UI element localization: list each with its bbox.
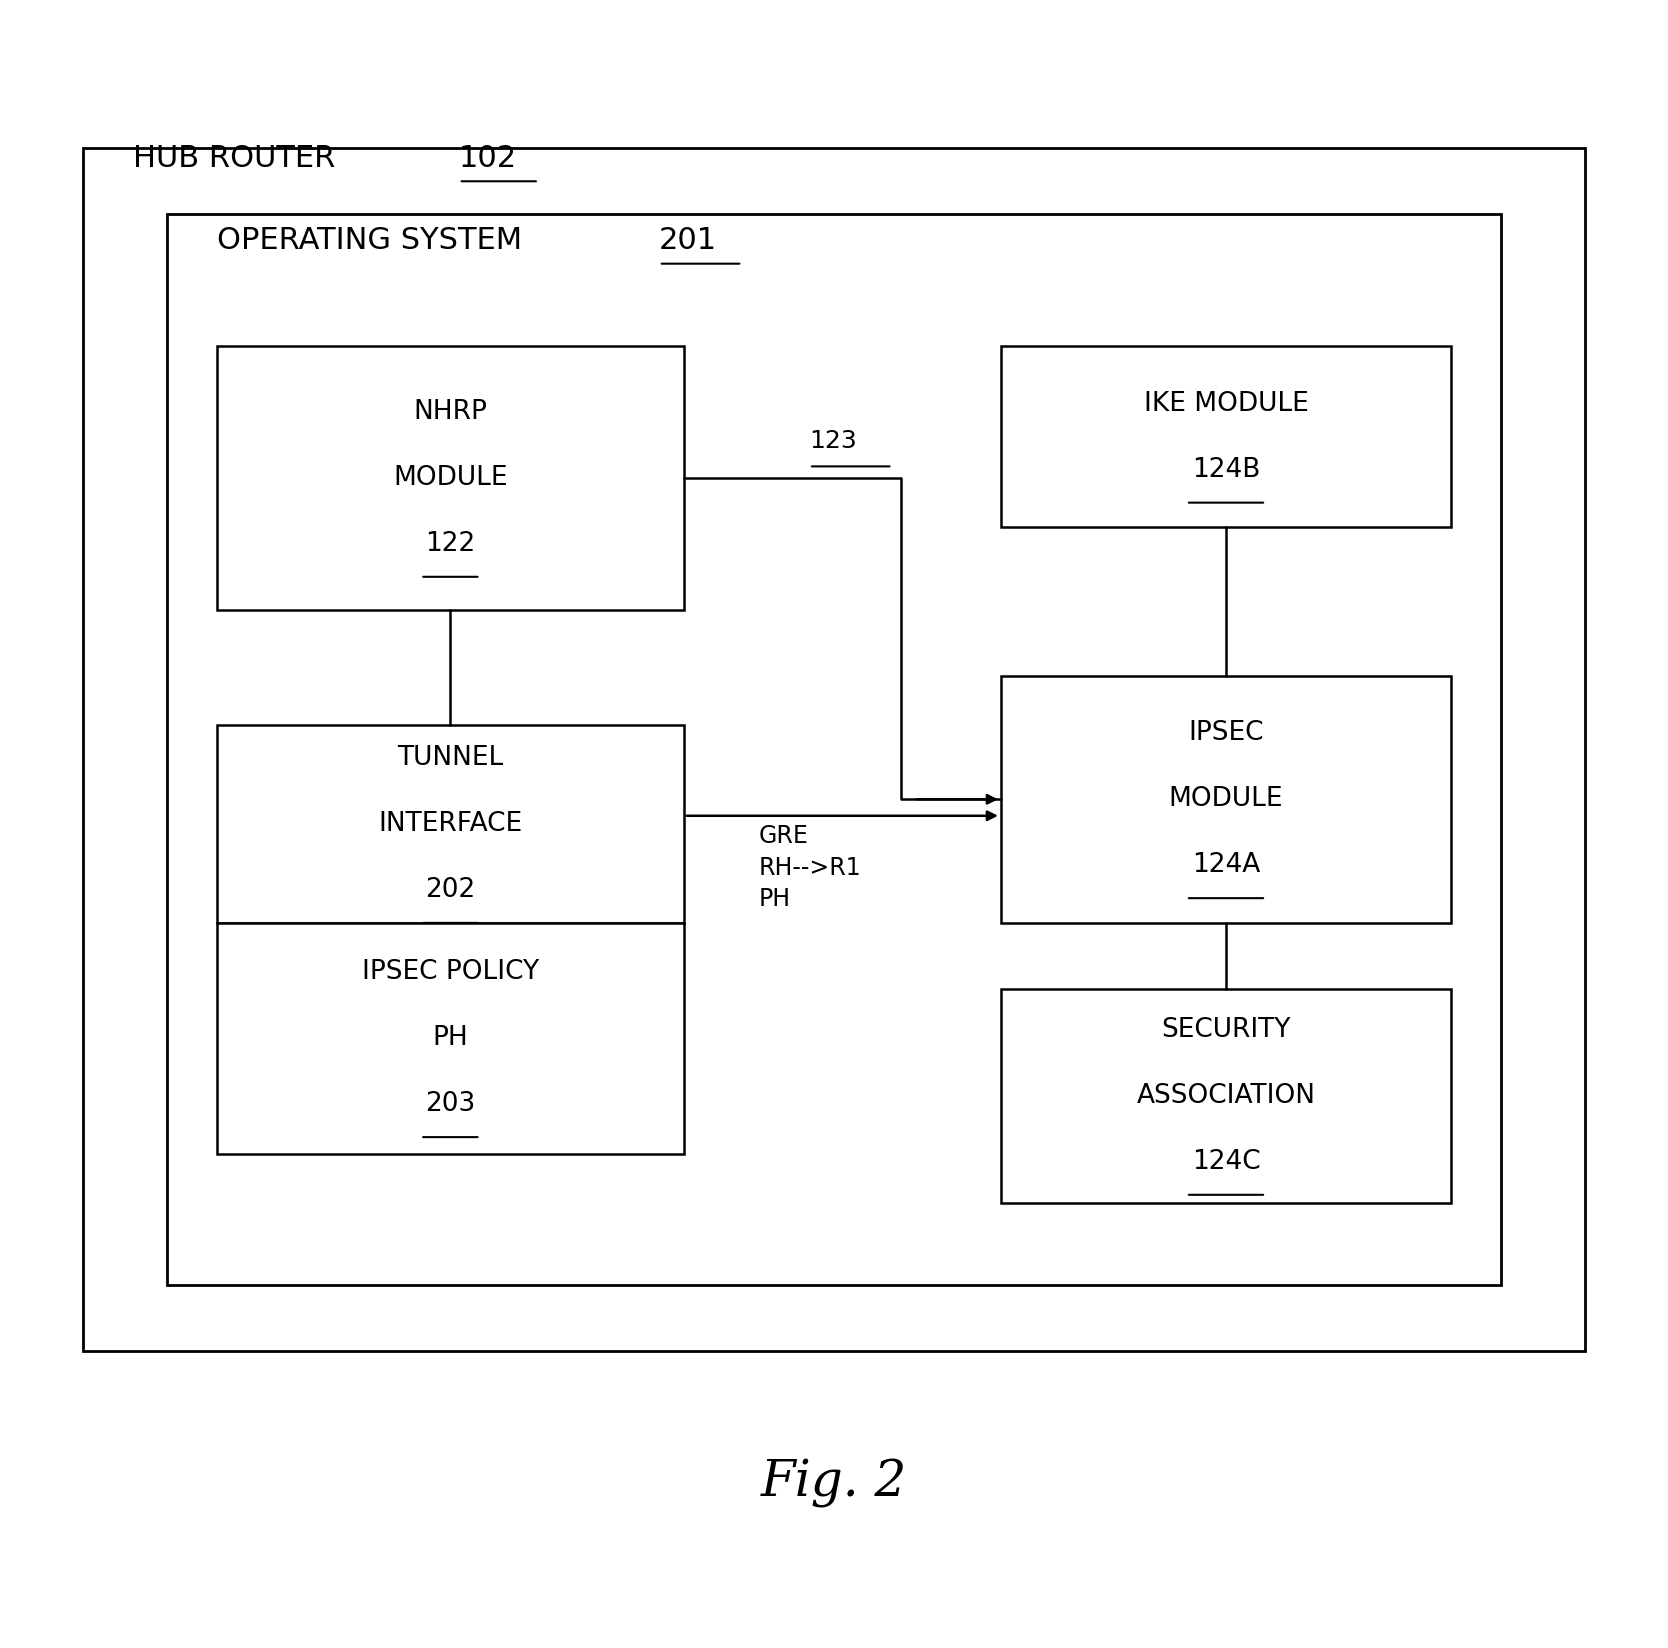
Text: 102: 102 xyxy=(459,143,517,173)
Text: Fig. 2: Fig. 2 xyxy=(761,1458,907,1508)
Text: 124A: 124A xyxy=(1193,852,1259,878)
FancyBboxPatch shape xyxy=(217,923,684,1154)
FancyBboxPatch shape xyxy=(1001,989,1451,1203)
Text: MODULE: MODULE xyxy=(1169,786,1283,812)
Text: 201: 201 xyxy=(659,226,717,255)
Text: MODULE: MODULE xyxy=(394,465,507,491)
Text: SECURITY: SECURITY xyxy=(1161,1017,1291,1043)
Text: IPSEC POLICY: IPSEC POLICY xyxy=(362,959,539,986)
Text: INTERFACE: INTERFACE xyxy=(379,811,522,837)
Text: TUNNEL: TUNNEL xyxy=(397,745,504,771)
Text: 202: 202 xyxy=(425,877,475,903)
Text: ASSOCIATION: ASSOCIATION xyxy=(1136,1083,1316,1109)
FancyBboxPatch shape xyxy=(217,725,684,923)
Text: 122: 122 xyxy=(425,531,475,557)
Text: 203: 203 xyxy=(425,1091,475,1117)
Text: PH: PH xyxy=(432,1025,469,1051)
FancyBboxPatch shape xyxy=(167,214,1501,1285)
Text: OPERATING SYSTEM: OPERATING SYSTEM xyxy=(217,226,532,255)
Text: HUB ROUTER: HUB ROUTER xyxy=(133,143,345,173)
FancyBboxPatch shape xyxy=(83,148,1585,1351)
Text: 123: 123 xyxy=(809,428,857,453)
Text: IKE MODULE: IKE MODULE xyxy=(1144,391,1308,417)
FancyBboxPatch shape xyxy=(1001,346,1451,527)
Text: NHRP: NHRP xyxy=(414,399,487,425)
Text: 124C: 124C xyxy=(1191,1149,1261,1175)
Text: IPSEC: IPSEC xyxy=(1188,720,1264,747)
Text: 124B: 124B xyxy=(1193,456,1259,483)
Text: GRE
RH-->R1
PH: GRE RH-->R1 PH xyxy=(759,824,862,911)
FancyBboxPatch shape xyxy=(1001,676,1451,923)
FancyBboxPatch shape xyxy=(217,346,684,610)
